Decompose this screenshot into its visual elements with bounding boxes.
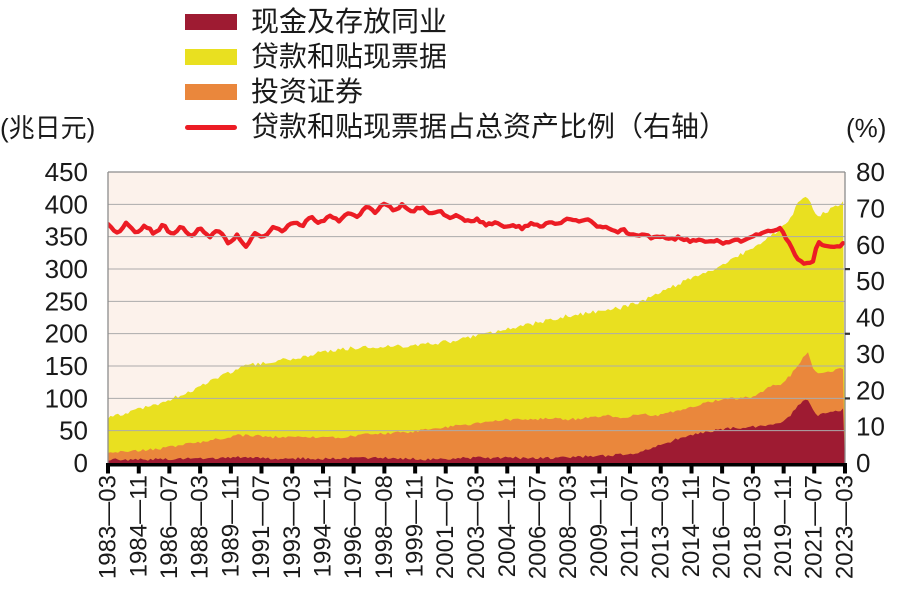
x-axis-tick-label: 1999—11 <box>402 475 429 577</box>
right-axis-tick-label: 80 <box>856 157 885 187</box>
area-cash <box>108 399 845 463</box>
right-axis-tick-label: 0 <box>856 448 870 478</box>
left-axis-tick-label: 250 <box>45 286 88 316</box>
left-axis-tick-label: 50 <box>59 416 88 446</box>
left-axis-tick-label: 200 <box>45 319 88 349</box>
area-securities <box>108 352 845 463</box>
x-axis-tick-label: 2009—11 <box>586 475 613 577</box>
x-axis-tick <box>812 466 817 474</box>
x-axis-tick <box>136 466 141 474</box>
x-axis-tick <box>106 466 110 474</box>
left-axis-tick-label: 300 <box>45 254 88 284</box>
left-axis-tick-label: 350 <box>45 222 88 252</box>
right-axis-tick-label: 60 <box>856 230 885 260</box>
x-axis-tick-label: 1988—03 <box>187 475 214 579</box>
x-axis-line <box>106 463 847 467</box>
x-axis-tick <box>843 466 847 474</box>
x-axis-tick-label: 1998—08 <box>371 475 398 579</box>
right-axis-tick-label: 30 <box>856 339 885 369</box>
x-axis-tick <box>290 466 295 474</box>
right-axis-unit-label: (%) <box>846 113 887 143</box>
left-axis-tick-label: 100 <box>45 383 88 413</box>
left-axis-tick-label: 0 <box>74 448 88 478</box>
x-axis-tick <box>259 466 264 474</box>
x-axis-tick <box>321 466 326 474</box>
x-axis-tick-label: 1984—11 <box>125 475 152 577</box>
x-axis-tick <box>167 466 172 474</box>
legend-swatch-cash <box>185 14 237 30</box>
right-axis-tick-label: 40 <box>856 303 885 333</box>
x-axis-tick <box>720 466 725 474</box>
x-axis-tick <box>535 466 540 474</box>
x-axis-tick-label: 2023—03 <box>832 475 859 579</box>
x-axis-tick-label: 2014—11 <box>678 475 705 577</box>
right-axis-tick-label: 70 <box>856 193 885 223</box>
legend-swatch-securities <box>185 84 237 100</box>
x-axis-tick-label: 1991—07 <box>248 475 275 579</box>
legend-item-ratio-line: 贷款和贴现票据占总资产比例（右轴） <box>185 111 727 143</box>
x-axis-tick-label: 1993—03 <box>279 475 306 579</box>
x-axis-tick <box>597 466 602 474</box>
x-axis-tick-label: 2021—07 <box>801 475 828 579</box>
x-axis-tick-label: 2019—11 <box>770 475 797 577</box>
legend-item-cash: 现金及存放同业 <box>185 6 447 38</box>
x-axis-tick <box>658 466 663 474</box>
right-axis-tick <box>845 268 850 271</box>
x-axis-tick <box>198 466 203 474</box>
x-axis-tick-label: 2003—03 <box>463 475 490 579</box>
x-axis-tick-label: 2016—07 <box>709 475 736 579</box>
x-axis-tick <box>627 466 632 474</box>
right-axis-tick-label: 50 <box>856 266 885 296</box>
legend-item-securities: 投资证券 <box>185 76 363 108</box>
legend-label-securities: 投资证券 <box>251 76 364 107</box>
x-axis-tick-label: 2001—07 <box>432 475 459 579</box>
area-loans <box>108 196 845 463</box>
x-axis-tick <box>566 466 571 474</box>
x-axis-tick-label: 2013—03 <box>647 475 674 579</box>
x-axis-tick-label: 1994—11 <box>310 475 337 577</box>
right-axis-tick <box>845 397 850 400</box>
x-axis-tick-label: 2018—03 <box>739 475 766 579</box>
x-axis-tick <box>750 466 755 474</box>
series-layer <box>108 196 845 463</box>
ratio-line <box>108 201 845 266</box>
x-axis-tick-label: 2004—11 <box>494 475 521 577</box>
x-axis-tick <box>689 466 694 474</box>
x-axis-tick-label: 2006—07 <box>524 475 551 579</box>
x-axis-tick-label: 2011—07 <box>616 475 643 577</box>
x-axis-tick-label: 2008—03 <box>555 475 582 579</box>
left-axis-tick-label: 150 <box>45 351 88 381</box>
x-axis-tick <box>382 466 387 474</box>
x-axis-tick <box>474 466 479 474</box>
x-axis-tick <box>443 466 448 474</box>
x-axis-tick <box>351 466 356 474</box>
legend-swatch-loans <box>185 49 237 65</box>
right-axis-tick-label: 10 <box>856 412 885 442</box>
x-axis-tick <box>781 466 786 474</box>
x-axis-tick <box>413 466 418 474</box>
x-axis-tick <box>228 466 233 474</box>
left-axis-unit-label: (兆日元) <box>0 113 96 143</box>
x-axis-tick-label: 1989—11 <box>217 475 244 577</box>
x-axis-tick-label: 1986—07 <box>156 475 183 579</box>
x-axis-tick <box>505 466 510 474</box>
legend-label-loans: 贷款和贴现票据 <box>251 41 448 72</box>
left-axis-tick-label: 400 <box>45 189 88 219</box>
x-axis-tick-label: 1996—07 <box>340 475 367 579</box>
legend-item-loans: 贷款和贴现票据 <box>185 41 447 73</box>
right-axis-tick <box>845 332 850 335</box>
legend-label-cash: 现金及存放同业 <box>251 6 448 37</box>
x-axis-tick-label: 1983—03 <box>95 475 122 579</box>
legend-label-ratio-line: 贷款和贴现票据占总资产比例（右轴） <box>251 111 728 142</box>
right-axis-tick-label: 20 <box>856 375 885 405</box>
left-axis-tick-label: 450 <box>45 157 88 187</box>
legend-swatch-ratio-line <box>185 124 237 130</box>
